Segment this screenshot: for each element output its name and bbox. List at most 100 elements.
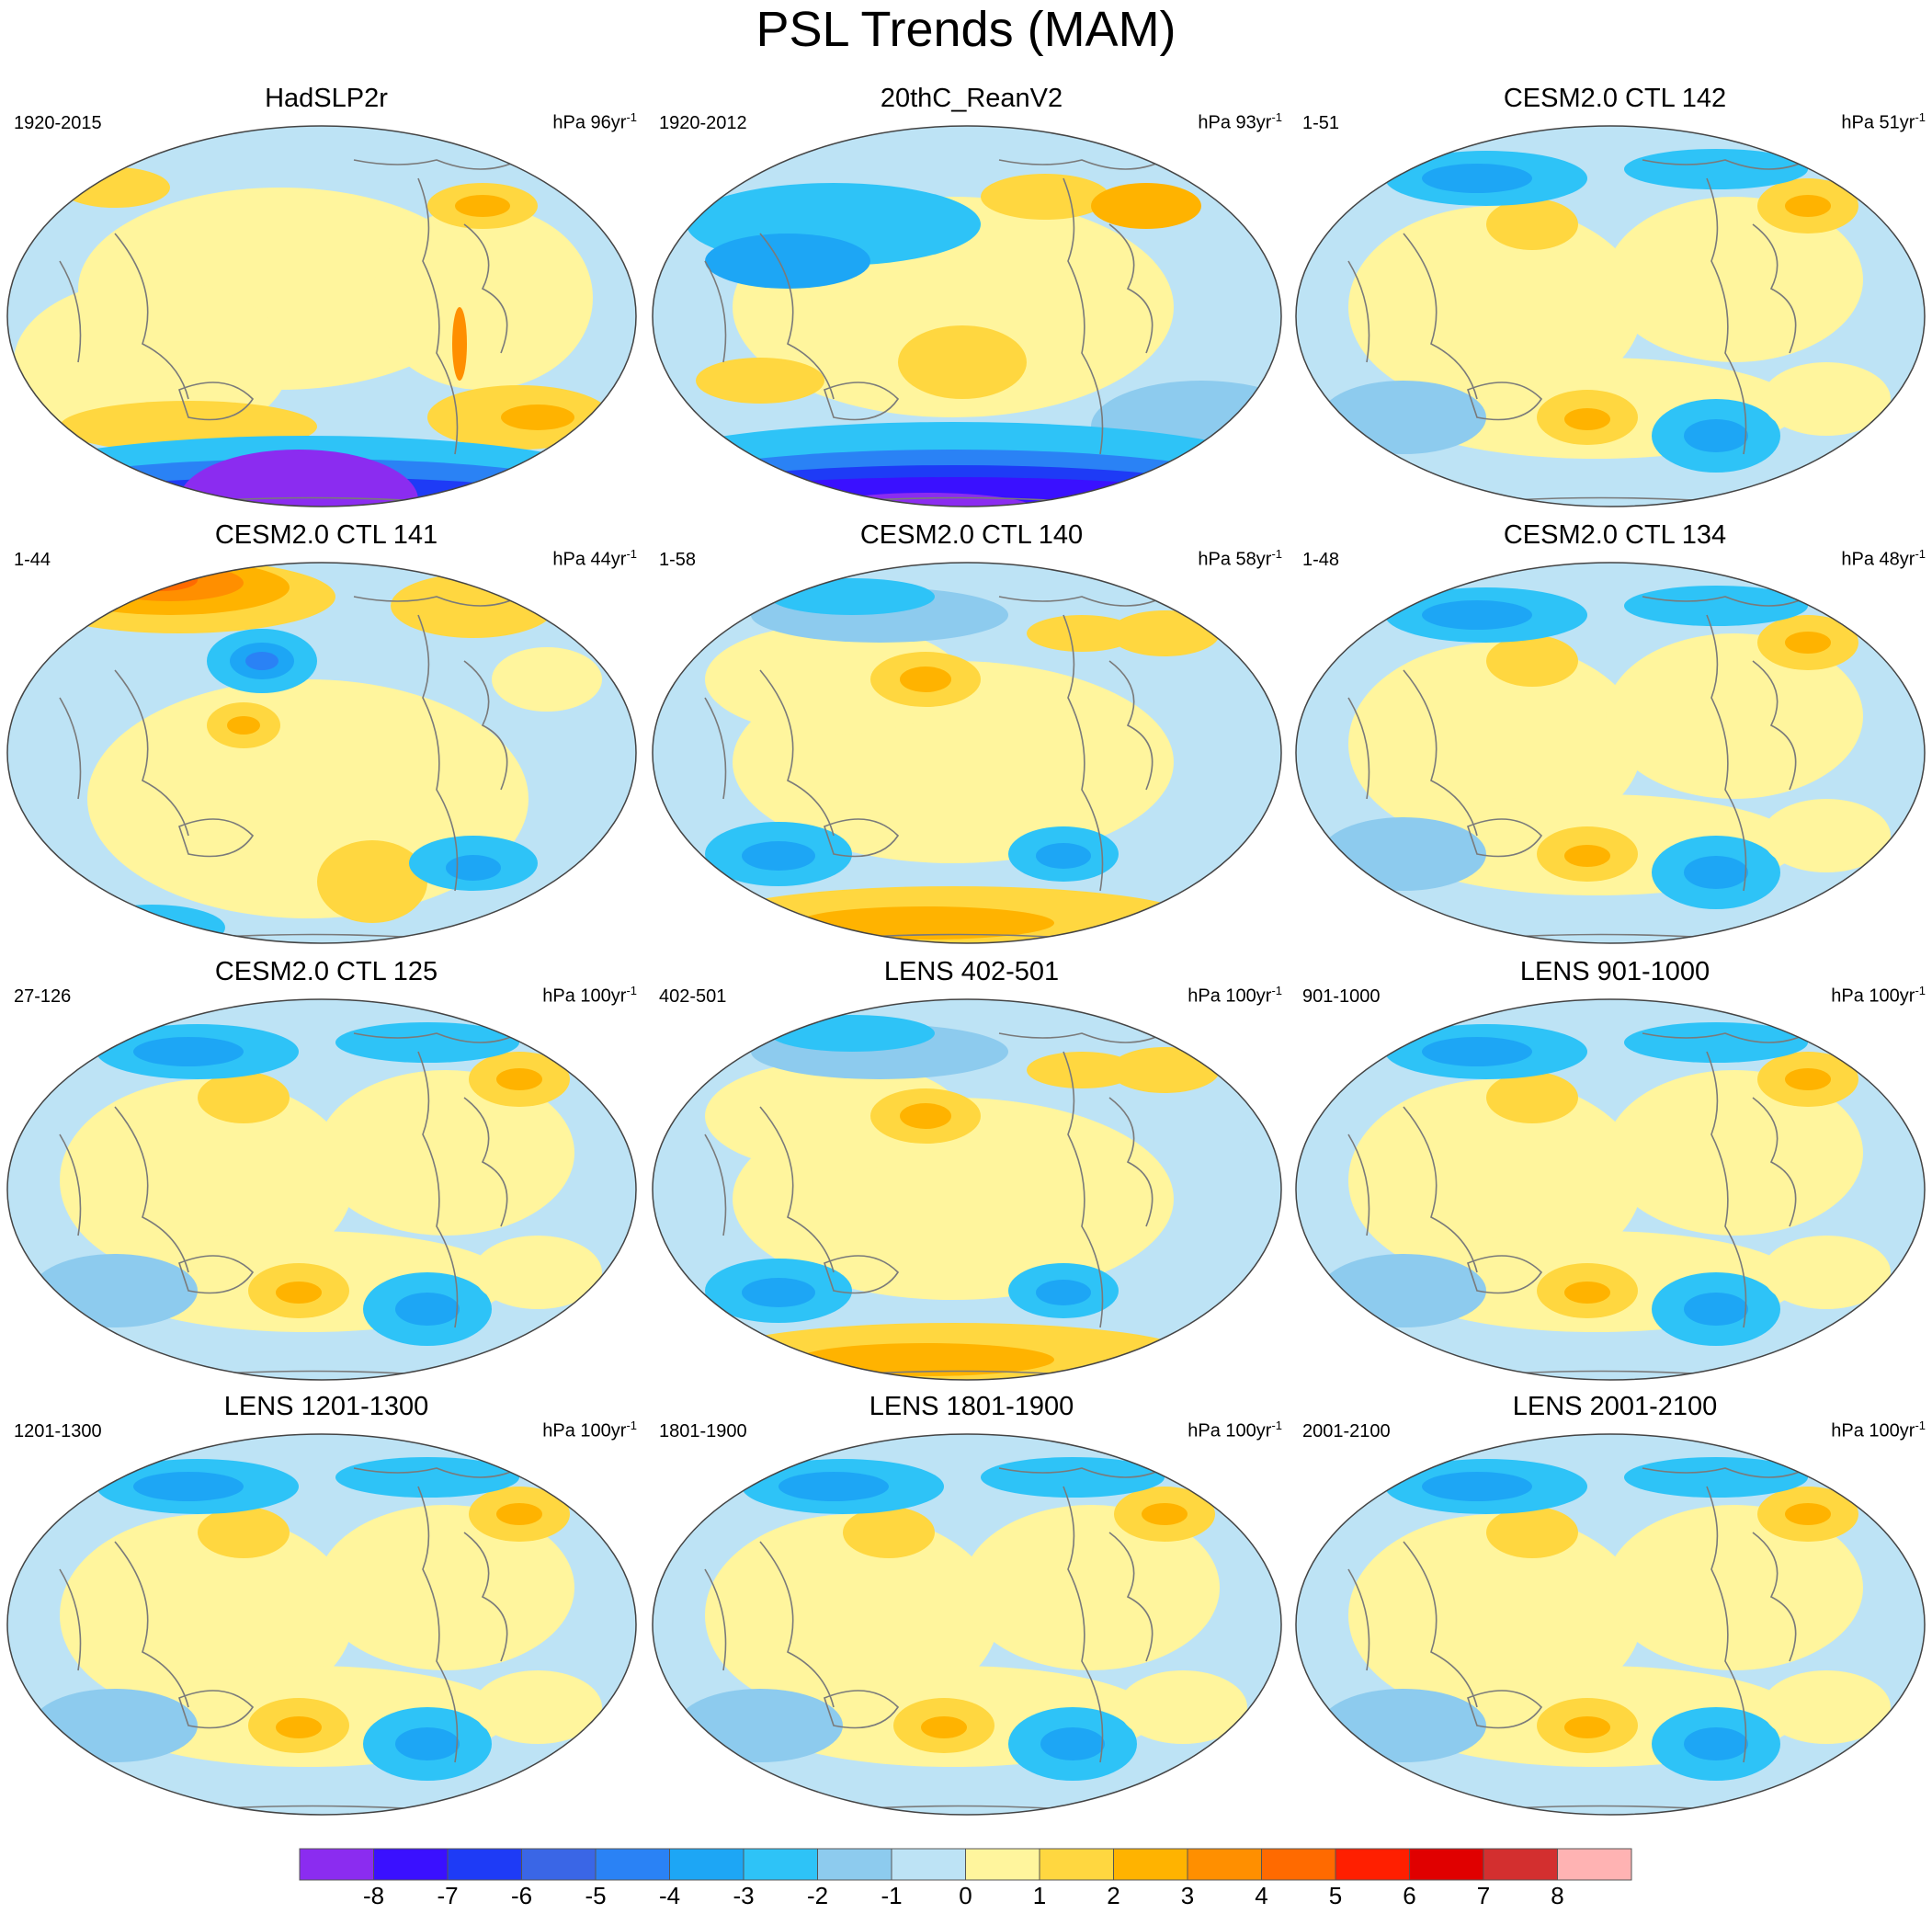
units-text: hPa 44yr (552, 549, 627, 570)
figure-title: PSL Trends (MAM) (756, 2, 1176, 57)
panel-period: 27-126 (14, 986, 72, 1007)
coastline (1403, 1541, 1478, 1708)
coastline (1347, 1568, 1370, 1671)
trend-contour (455, 195, 510, 217)
coastline (824, 1255, 900, 1294)
coastline (1467, 1690, 1543, 1729)
trend-contour (1422, 164, 1532, 193)
colorbar-label: -1 (881, 1882, 903, 1909)
units-exponent: -1 (1271, 110, 1282, 124)
colorbar-label: -8 (362, 1882, 385, 1909)
trend-contour (276, 1716, 322, 1738)
colorbar-label: 3 (1180, 1882, 1195, 1909)
map-panel: LENS 1201-1300 1201-1300 hPa 100yr-1 (5, 1391, 648, 1823)
trend-contour (317, 1505, 574, 1670)
trend-contour (900, 666, 951, 692)
coastline (417, 614, 459, 892)
coastline (1642, 1032, 1809, 1043)
units-exponent: -1 (1271, 547, 1282, 561)
trend-contour (60, 1079, 354, 1282)
colorbar-swatch (1187, 1848, 1262, 1881)
trend-contour (742, 841, 815, 871)
panel-units: hPa 51yr-1 (1841, 107, 1926, 134)
units-exponent: -1 (1271, 1418, 1282, 1432)
coastline (998, 159, 1165, 170)
trend-contour (1486, 1507, 1578, 1558)
coastline (824, 1690, 900, 1729)
units-text: hPa 58yr (1198, 549, 1272, 570)
trend-contour (452, 307, 467, 381)
colorbar-label: -2 (806, 1882, 829, 1909)
trend-contour (124, 569, 198, 591)
coastline (353, 159, 520, 170)
coastline (1467, 382, 1543, 421)
coastline (1347, 260, 1370, 363)
trend-contour (677, 1689, 843, 1762)
coastline (463, 1097, 508, 1227)
coastline (1108, 1097, 1154, 1227)
trend-contour (1564, 1716, 1610, 1738)
panel-period: 1801-1900 (659, 1421, 747, 1441)
trend-contour (1606, 197, 1863, 362)
projection-map (652, 998, 1282, 1381)
coastline (463, 223, 508, 354)
coastline (463, 660, 508, 791)
trend-contour (446, 855, 501, 881)
trend-contour (198, 1072, 290, 1123)
colorbar-swatch (1557, 1848, 1632, 1881)
panel-period: 901-1000 (1302, 986, 1381, 1007)
colorbar-label: 8 (1551, 1882, 1564, 1909)
colorbar-swatch (299, 1848, 374, 1881)
trend-contour (1036, 1280, 1091, 1305)
coastline (704, 1134, 727, 1236)
projection-map (6, 125, 637, 507)
projection-map (652, 125, 1282, 507)
map-panel: LENS 402-501 402-501 hPa 100yr-1 (650, 956, 1293, 1388)
coastline (759, 233, 835, 400)
trend-contour (705, 1061, 962, 1171)
trend-contour (245, 652, 278, 670)
coastline (59, 1134, 82, 1236)
trend-contour (843, 1507, 935, 1558)
trend-contour (1091, 183, 1201, 229)
panel-period: 1920-2012 (659, 113, 747, 133)
panel-units: hPa 100yr-1 (1831, 980, 1926, 1008)
units-text: hPa 96yr (552, 112, 627, 133)
units-exponent: -1 (1915, 1418, 1926, 1432)
coastline (1063, 1486, 1104, 1763)
coastline (114, 1541, 189, 1708)
trend-contour (1762, 362, 1891, 436)
coastline (1642, 159, 1809, 170)
trend-contour (227, 716, 260, 735)
coastline (1706, 614, 1747, 892)
coastline (759, 669, 835, 837)
trend-contour (1564, 845, 1610, 867)
projection-map (6, 998, 637, 1381)
trend-contour (1348, 643, 1642, 845)
coastline (463, 1532, 508, 1662)
trend-contour (1624, 1022, 1808, 1063)
trend-contour (797, 1343, 1054, 1376)
panel-title: LENS 901-1000 (1519, 957, 1710, 986)
trend-contour (317, 1070, 574, 1236)
coastline (1642, 596, 1809, 607)
units-exponent: -1 (626, 984, 637, 997)
colorbar-swatch (743, 1848, 818, 1881)
coastline (1752, 660, 1797, 791)
trend-contour (496, 1068, 542, 1090)
trend-contour (1684, 1727, 1748, 1760)
trend-contour (1109, 610, 1220, 656)
coastline (114, 1106, 189, 1273)
panel-title: LENS 402-501 (883, 957, 1060, 986)
colorbar-swatch (817, 1848, 892, 1881)
trend-contour (32, 1689, 198, 1762)
units-text: hPa 100yr (542, 1420, 627, 1441)
trend-contour (1486, 1072, 1578, 1123)
map-panel: CESM2.0 CTL 140 1-58 hPa 58yr-1 (650, 519, 1293, 951)
coastline (1347, 1134, 1370, 1236)
trend-contour (1486, 635, 1578, 687)
panel-units: hPa 100yr-1 (1188, 980, 1282, 1008)
colorbar-label: -4 (658, 1882, 681, 1909)
panel-title: CESM2.0 CTL 125 (214, 957, 438, 986)
trend-contour (1684, 1293, 1748, 1326)
